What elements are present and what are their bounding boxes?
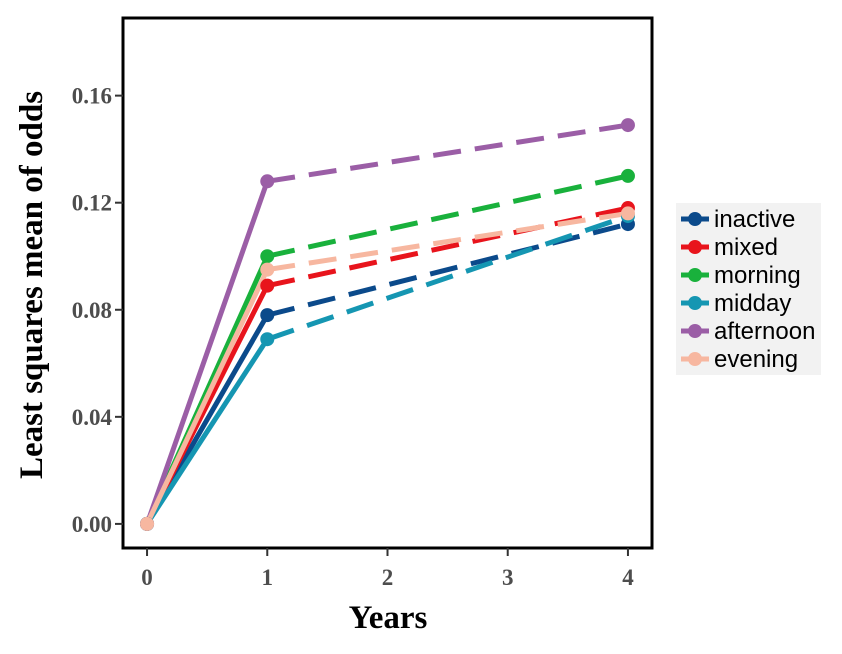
legend-key-point bbox=[688, 352, 702, 366]
legend-key-point bbox=[688, 296, 702, 310]
y-tick-label: 0.04 bbox=[72, 405, 113, 430]
y-tick-label: 0.16 bbox=[72, 84, 112, 109]
data-point-evening bbox=[620, 206, 635, 221]
x-tick-label: 0 bbox=[141, 565, 153, 590]
x-axis-title: Years bbox=[349, 600, 428, 636]
data-point-afternoon bbox=[620, 118, 635, 133]
legend-background bbox=[676, 203, 821, 375]
data-point-morning bbox=[620, 168, 635, 183]
data-point-afternoon bbox=[260, 174, 275, 189]
data-point-evening bbox=[260, 262, 275, 277]
legend-key-point bbox=[688, 212, 702, 226]
series-solid-line-afternoon bbox=[144, 180, 270, 525]
y-tick-label: 0.00 bbox=[72, 512, 112, 537]
x-tick-label: 2 bbox=[382, 565, 394, 590]
series-layer bbox=[140, 118, 635, 531]
series-solid-line-midday bbox=[144, 337, 270, 526]
data-point-morning bbox=[260, 249, 275, 264]
legend-label: morning bbox=[714, 262, 801, 289]
series-dashed-line-midday bbox=[266, 213, 629, 342]
y-axis: 0.00 0.04 0.08 0.12 0.16 bbox=[72, 84, 123, 537]
data-point-inactive bbox=[260, 308, 275, 323]
legend-key-point bbox=[688, 324, 702, 338]
data-point-mixed bbox=[260, 278, 275, 293]
y-tick-label: 0.08 bbox=[72, 298, 112, 323]
series-dashed-line-evening bbox=[266, 210, 629, 273]
legend-key-point bbox=[688, 268, 702, 282]
x-axis: 0 1 2 3 4 bbox=[141, 548, 634, 590]
y-axis-title: Least squares mean of odds bbox=[14, 91, 50, 479]
data-point-midday bbox=[260, 332, 275, 347]
legend-label: inactive bbox=[714, 206, 795, 233]
legend-label: afternoon bbox=[714, 318, 815, 345]
legend-label: midday bbox=[714, 290, 791, 317]
x-tick-label: 4 bbox=[622, 565, 634, 590]
legend-label: mixed bbox=[714, 234, 778, 261]
series-dashed-line-morning bbox=[266, 173, 629, 259]
series-dashed-line-afternoon bbox=[266, 122, 629, 184]
data-point-evening bbox=[140, 516, 155, 531]
legend-label: evening bbox=[714, 346, 798, 373]
series-solid-line-evening bbox=[144, 268, 270, 525]
series-dashed-line-inactive bbox=[266, 221, 629, 318]
legend: inactivemixedmorningmiddayafternooneveni… bbox=[676, 203, 821, 375]
legend-key-point bbox=[688, 240, 702, 254]
y-tick-label: 0.12 bbox=[72, 191, 112, 216]
x-tick-label: 1 bbox=[262, 565, 274, 590]
plot-panel bbox=[121, 16, 654, 550]
x-tick-label: 3 bbox=[502, 565, 514, 590]
